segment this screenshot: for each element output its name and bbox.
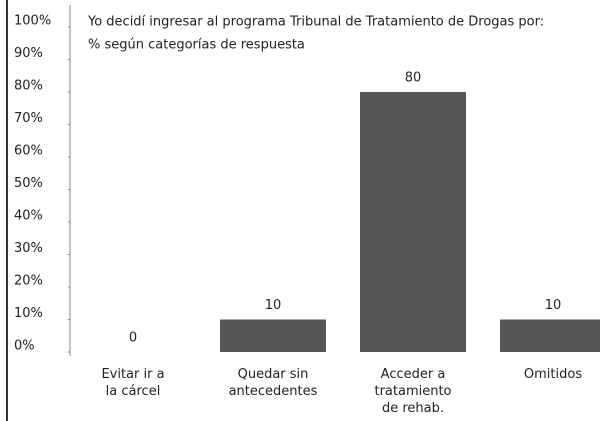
x-tick-label: Omitidos: [524, 367, 582, 382]
y-tick-label: 100%: [14, 14, 51, 29]
y-tick-label: 50%: [14, 176, 43, 191]
bar: [500, 319, 600, 352]
bar: [360, 92, 466, 352]
chart-title: Yo decidí ingresar al programa Tribunal …: [87, 15, 544, 30]
y-tick-label: 20%: [14, 274, 43, 289]
data-label: 80: [405, 71, 422, 86]
y-tick-label: 80%: [14, 79, 43, 94]
y-tick-label: 0%: [14, 339, 35, 354]
chart-subtitle: % según categorías de respuesta: [88, 38, 305, 53]
x-tick-label: Quedar sin antecedentes: [229, 367, 318, 399]
data-label: 10: [265, 298, 282, 313]
x-tick-label: Evitar ir a la cárcel: [101, 367, 164, 399]
y-tick-label: 10%: [14, 306, 43, 321]
data-label: 0: [129, 331, 137, 346]
bar: [220, 319, 326, 352]
x-tick-label: Acceder a tratamiento de rehab.: [374, 367, 451, 416]
data-label: 10: [545, 298, 562, 313]
y-tick-label: 90%: [14, 46, 43, 61]
y-tick-label: 30%: [14, 241, 43, 256]
y-tick-label: 40%: [14, 209, 43, 224]
y-tick-label: 70%: [14, 111, 43, 126]
y-tick-label: 60%: [14, 144, 43, 159]
